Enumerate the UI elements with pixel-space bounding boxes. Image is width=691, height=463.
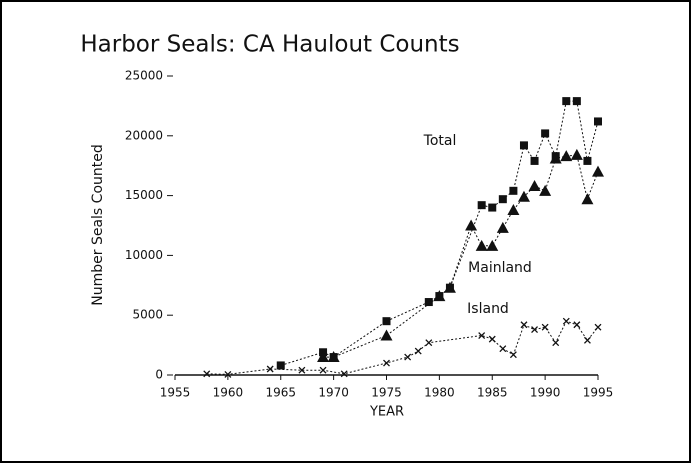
- marker: [581, 193, 594, 205]
- marker: [433, 290, 446, 302]
- marker: [380, 329, 393, 341]
- marker: [414, 347, 422, 355]
- x-tick-label: 1970: [318, 386, 349, 400]
- marker: [517, 190, 530, 202]
- marker: [425, 339, 433, 347]
- y-tick-label: 20000: [125, 128, 163, 142]
- x-tick-label: 1995: [583, 386, 614, 400]
- marker: [530, 156, 539, 165]
- y-tick-label: 0: [155, 368, 163, 382]
- marker: [340, 370, 348, 378]
- series-label: Mainland: [468, 260, 532, 276]
- marker: [572, 97, 581, 106]
- marker: [488, 335, 496, 343]
- x-tick-label: 1960: [213, 386, 244, 400]
- y-tick-label: 15000: [125, 188, 163, 202]
- marker: [594, 323, 602, 331]
- series-line: [206, 320, 599, 375]
- y-axis-label: Number Seals Counted: [90, 144, 106, 305]
- marker: [552, 339, 560, 347]
- series-label: Total: [423, 133, 457, 149]
- marker: [276, 361, 285, 370]
- marker: [224, 370, 232, 378]
- marker: [203, 370, 211, 378]
- series-line: [323, 154, 599, 358]
- marker: [382, 317, 391, 326]
- x-tick-label: 1975: [371, 386, 402, 400]
- marker: [499, 345, 507, 353]
- marker: [266, 365, 274, 373]
- y-tick-label: 5000: [132, 308, 163, 322]
- marker: [509, 186, 518, 195]
- marker: [465, 219, 478, 231]
- marker: [592, 165, 604, 177]
- marker: [327, 351, 340, 363]
- marker: [583, 156, 592, 165]
- marker: [475, 239, 488, 251]
- marker: [531, 326, 539, 334]
- x-tick-label: 1985: [477, 386, 508, 400]
- marker: [488, 203, 497, 212]
- marker: [443, 281, 456, 293]
- marker: [486, 239, 499, 251]
- marker: [509, 351, 517, 359]
- marker: [560, 150, 573, 162]
- marker: [496, 221, 509, 233]
- marker: [507, 203, 520, 215]
- marker: [562, 97, 571, 106]
- marker: [477, 201, 486, 210]
- marker: [478, 332, 486, 339]
- marker: [541, 323, 549, 331]
- marker: [594, 117, 602, 126]
- marker: [562, 317, 570, 325]
- y-tick-label: 25000: [125, 69, 163, 83]
- marker: [404, 353, 412, 361]
- marker: [520, 321, 528, 329]
- y-tick-label: 10000: [125, 248, 163, 262]
- marker: [541, 129, 550, 138]
- marker: [528, 180, 541, 192]
- marker: [570, 148, 583, 160]
- series-label: Island: [467, 301, 509, 317]
- x-tick-label: 1955: [160, 386, 191, 400]
- chart-title: Harbor Seals: CA Haulout Counts: [80, 32, 459, 58]
- x-tick-label: 1965: [265, 386, 296, 400]
- marker: [319, 366, 327, 374]
- x-tick-label: 1990: [530, 386, 561, 400]
- marker: [549, 152, 562, 164]
- marker: [317, 351, 330, 363]
- marker: [498, 195, 507, 204]
- marker: [573, 321, 581, 329]
- marker: [383, 359, 390, 367]
- marker: [424, 298, 433, 307]
- marker: [298, 366, 306, 374]
- x-axis-label: YEAR: [369, 405, 404, 420]
- x-tick-label: 1980: [424, 386, 455, 400]
- marker: [519, 141, 528, 150]
- marker: [539, 184, 552, 196]
- marker: [583, 336, 591, 344]
